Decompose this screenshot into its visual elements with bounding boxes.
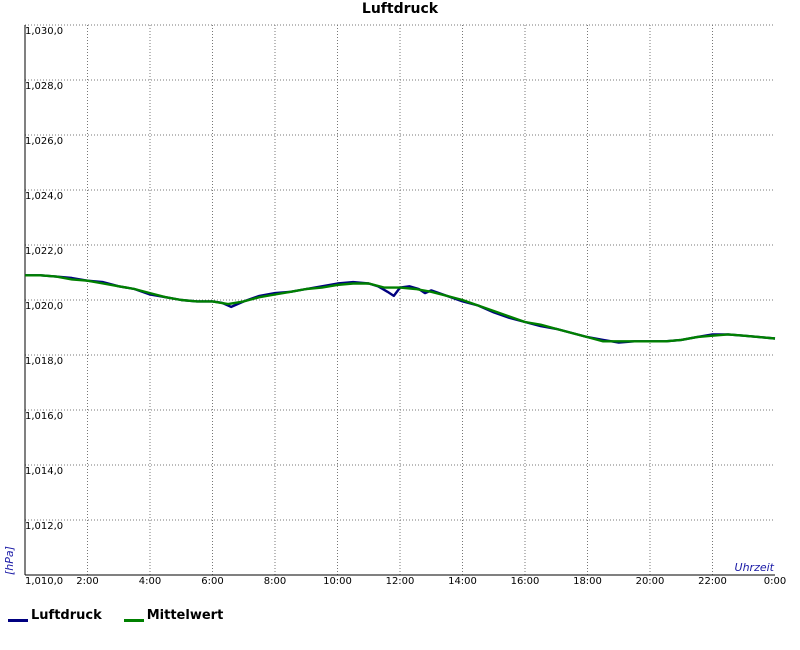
x-tick-label: 2:00 — [76, 576, 98, 587]
axes — [24, 25, 775, 576]
legend-item-luftdruck: Luftdruck — [8, 608, 102, 623]
series-group — [25, 274, 776, 344]
legend-item-mittelwert: Mittelwert — [123, 608, 224, 623]
y-tick-label: 1,028,0 — [25, 81, 63, 92]
y-tick-label: 1,020,0 — [25, 301, 63, 312]
x-tick-label: 16:00 — [511, 576, 540, 587]
legend-swatch-luftdruck — [8, 618, 28, 622]
y-tick-label: 1,016,0 — [25, 411, 63, 422]
x-axis-label: Uhrzeit — [735, 561, 775, 574]
y-tick-label: 1,012,0 — [25, 521, 63, 532]
x-tick-label: 14:00 — [448, 576, 477, 587]
grid — [25, 24, 775, 575]
x-tick-label: 18:00 — [573, 576, 602, 587]
y-tick-label: 1,026,0 — [25, 136, 63, 147]
x-tick-label: 0:00 — [764, 576, 786, 587]
x-tick-label: 10:00 — [323, 576, 352, 587]
legend-swatch-mittelwert — [123, 618, 144, 622]
x-tick-label: 4:00 — [139, 576, 161, 587]
y-tick-label: 1,022,0 — [25, 246, 63, 257]
legend-label-mittelwert: Mittelwert — [146, 608, 224, 623]
x-tick-label: 20:00 — [636, 576, 665, 587]
x-tick-label: 12:00 — [386, 576, 415, 587]
y-axis-ticks: 1,010,0 1,012,0 1,014,0 1,016,0 1,018,0 1,020… — [25, 26, 63, 587]
legend: Luftdruck Mittelwert — [8, 608, 223, 623]
legend-label-luftdruck: Luftdruck — [31, 608, 102, 623]
y-axis-label: [hPa] — [3, 546, 16, 575]
chart-title: Luftdruck — [362, 1, 439, 17]
series-line-mittelwert — [25, 274, 776, 343]
y-tick-label: 1,018,0 — [25, 356, 63, 367]
x-tick-label: 22:00 — [698, 576, 727, 587]
y-tick-label: 1,024,0 — [25, 191, 63, 202]
x-tick-label: 8:00 — [264, 576, 286, 587]
y-tick-label: 1,010,0 — [25, 576, 63, 587]
series-line-luftdruck — [25, 274, 776, 344]
x-tick-label: 6:00 — [201, 576, 223, 587]
x-axis-ticks: 2:00 4:00 6:00 8:00 10:00 12:00 14:00 16:00 18:0… — [76, 576, 786, 587]
y-tick-label: 1,030,0 — [25, 26, 63, 37]
y-tick-label: 1,014,0 — [25, 466, 63, 477]
